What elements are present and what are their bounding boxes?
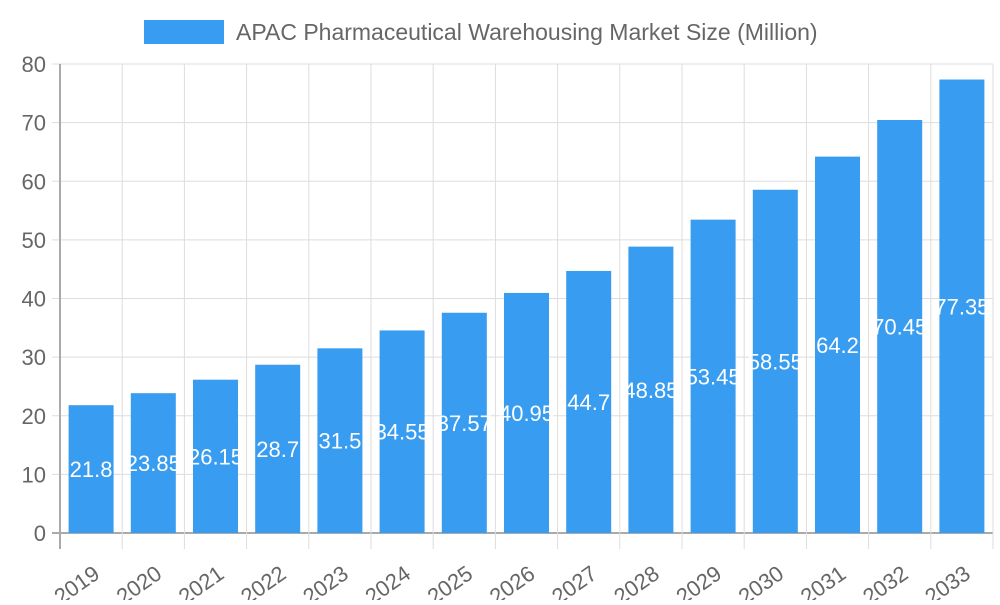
y-tick-label: 20 [22, 404, 46, 429]
x-tick-label: 2019 [50, 561, 104, 600]
y-tick-label: 70 [22, 111, 46, 136]
x-tick-label: 2021 [174, 561, 228, 600]
bar-2026 [504, 292, 549, 533]
data-label: 21.8 [70, 457, 113, 482]
y-tick-label: 10 [22, 462, 46, 487]
data-label: 77.35 [934, 294, 989, 319]
bar-2030 [752, 189, 798, 534]
x-tick-label: 2029 [672, 561, 726, 600]
x-tick-label: 2020 [112, 561, 166, 600]
data-label: 64.2 [816, 333, 859, 358]
bar-2027 [566, 270, 612, 533]
x-tick-label: 2028 [609, 561, 663, 600]
x-tick-label: 2027 [547, 561, 601, 600]
data-label: 48.85 [623, 378, 678, 403]
bar-2028 [628, 246, 674, 533]
data-label: 34.55 [375, 420, 430, 445]
x-tick-label: 2030 [734, 561, 788, 600]
bar-2029 [690, 219, 736, 534]
x-tick-label: 2031 [796, 561, 850, 600]
x-tick-label: 2024 [361, 561, 415, 600]
x-tick-label: 2033 [920, 561, 974, 600]
bar-2021 [193, 379, 238, 533]
y-tick-label: 80 [22, 52, 46, 77]
legend-label: APAC Pharmaceutical Warehousing Market S… [236, 19, 818, 45]
bar-2022 [255, 364, 301, 533]
y-tick-label: 50 [22, 228, 46, 253]
bar-2024 [379, 330, 425, 533]
data-label: 26.15 [188, 444, 243, 469]
x-tick-label: 2026 [485, 561, 539, 600]
x-tick-label: 2023 [298, 561, 352, 600]
data-label: 70.45 [872, 314, 927, 339]
data-label: 23.85 [126, 451, 181, 476]
data-label: 40.95 [499, 401, 554, 426]
bar-2033 [939, 79, 985, 534]
y-tick-label: 40 [22, 287, 46, 312]
data-label: 53.45 [686, 364, 741, 389]
data-label: 44.7 [567, 390, 610, 415]
bar-2032 [877, 119, 923, 533]
data-label: 58.55 [748, 349, 803, 374]
legend-swatch [144, 20, 224, 44]
x-tick-label: 2025 [423, 561, 477, 600]
x-tick-label: 2032 [858, 561, 912, 600]
bar-2025 [441, 312, 487, 533]
y-tick-label: 60 [22, 169, 46, 194]
data-label: 28.7 [256, 437, 299, 462]
data-label: 37.57 [437, 411, 492, 436]
bar-2020 [130, 393, 176, 533]
data-label: 31.5 [318, 429, 361, 454]
y-tick-label: 30 [22, 345, 46, 370]
bar-2019 [68, 405, 114, 533]
bar-2031 [815, 156, 860, 533]
x-tick-label: 2022 [236, 561, 290, 600]
bar-2023 [317, 348, 363, 533]
y-tick-label: 0 [34, 521, 46, 546]
